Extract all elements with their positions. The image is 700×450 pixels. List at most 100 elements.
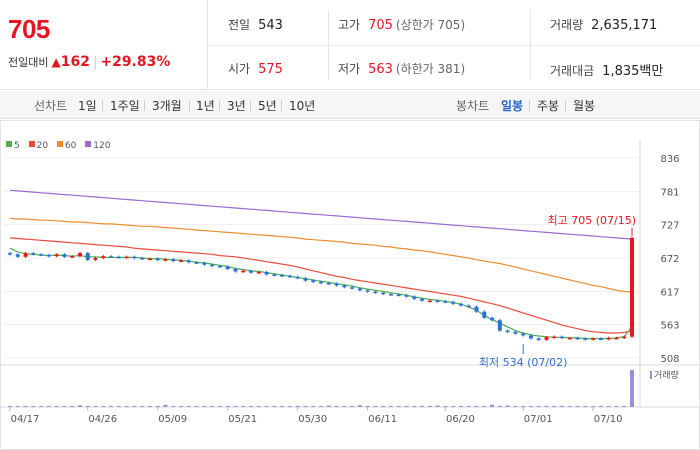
- candle-body: [567, 337, 572, 340]
- candle-body: [528, 335, 533, 339]
- y-tick-label: 727: [660, 220, 679, 231]
- candle-body: [513, 331, 518, 334]
- volume-bar: [552, 406, 557, 407]
- candle-body: [31, 253, 36, 255]
- divider: [529, 100, 530, 111]
- volume-bar: [109, 406, 114, 407]
- change-label: 전일대비: [8, 56, 49, 69]
- volume-bar: [217, 406, 222, 407]
- volume-label: 거래량: [654, 369, 679, 381]
- candle-monthly[interactable]: 월봉: [573, 99, 596, 113]
- candle-daily[interactable]: 일봉: [501, 99, 524, 113]
- candle-body: [256, 272, 261, 274]
- y-tick-label: 672: [660, 254, 679, 265]
- candle-body: [326, 283, 331, 285]
- ma120-line: [9, 189, 633, 240]
- candle-body: [420, 298, 425, 301]
- candle-body: [8, 253, 12, 255]
- volume-bar: [521, 406, 526, 407]
- candle-body: [427, 300, 432, 303]
- candle-body: [334, 283, 339, 286]
- candle-body: [186, 260, 191, 263]
- candle-body: [77, 253, 82, 257]
- chart-toolbar: 선차트 1일 1주일 3개월 1년 3년 5년 10년 봉차트 일봉 주봉 월봉: [0, 91, 700, 119]
- volume-bar: [303, 406, 308, 407]
- candle-body: [147, 258, 152, 261]
- candle-body: [451, 301, 456, 304]
- volume-bar: [311, 406, 316, 407]
- volume-bar: [23, 406, 28, 407]
- volume-bar: [210, 406, 215, 407]
- volume-bar: [186, 406, 191, 407]
- legend-label: 120: [93, 141, 111, 151]
- volume-bar: [124, 406, 129, 407]
- volume-bar: [8, 406, 12, 407]
- candle-weekly[interactable]: 주봉: [537, 99, 560, 113]
- candle-body: [560, 336, 565, 339]
- divider: [102, 100, 103, 111]
- volume-bar: [427, 406, 432, 407]
- candle-body: [93, 258, 98, 260]
- candle-body: [15, 254, 20, 257]
- volume-bar: [560, 405, 565, 407]
- period-1w[interactable]: 1주일: [110, 99, 140, 113]
- candle-body: [412, 296, 417, 299]
- volume-bar: [388, 406, 393, 407]
- period-10y[interactable]: 10년: [289, 99, 316, 113]
- candle-body: [357, 288, 362, 291]
- volume-bar: [575, 406, 580, 407]
- volume-bar: [15, 406, 20, 407]
- candle-body: [614, 337, 619, 340]
- period-5y[interactable]: 5년: [258, 99, 277, 113]
- candle-body: [155, 258, 160, 261]
- candle-body: [474, 306, 479, 312]
- candle-body: [544, 337, 549, 340]
- period-3m[interactable]: 3개월: [152, 99, 182, 113]
- candle-body: [85, 253, 90, 260]
- candle-body: [124, 256, 129, 259]
- volume-bar: [513, 406, 518, 407]
- up-arrow-icon: ▲: [51, 55, 61, 69]
- volume-bar: [334, 406, 339, 407]
- period-1y[interactable]: 1년: [196, 99, 215, 113]
- x-tick-label: 06/20: [446, 414, 475, 425]
- volume-bar: [412, 406, 417, 407]
- candle-body: [521, 333, 526, 336]
- volume-bar: [342, 406, 347, 407]
- volume-bar: [443, 406, 448, 407]
- volume-bar: [163, 404, 168, 407]
- period-1d[interactable]: 1일: [78, 99, 97, 113]
- candle-body: [458, 303, 463, 306]
- change-percent: +29.83%: [100, 54, 171, 70]
- low-annotation: 최저 534 (07/02): [479, 356, 568, 369]
- candle-body: [70, 256, 75, 258]
- candle-body: [280, 275, 285, 277]
- y-tick-label: 508: [660, 354, 679, 365]
- x-tick-label: 05/09: [158, 414, 187, 425]
- divider: [328, 10, 329, 80]
- period-3y[interactable]: 3년: [227, 99, 246, 113]
- legend-label: 60: [64, 141, 77, 151]
- stock-chart[interactable]: 836 781 727 672 617 563 508 04/17 04/26 05/09 05/2…: [0, 120, 700, 450]
- volume-bar: [202, 406, 207, 407]
- candle-body: [210, 264, 215, 267]
- x-tick-label: 04/26: [88, 414, 117, 425]
- candle-body: [466, 305, 471, 308]
- line-chart-label: 선차트: [34, 99, 68, 113]
- volume-bar: [256, 406, 261, 407]
- quote-summary: 705 전일대비 ▲162 | +29.83%: [0, 0, 208, 90]
- candle-body: [264, 272, 269, 275]
- volume-bar: [497, 405, 502, 407]
- volume-bar: [319, 406, 323, 407]
- divider: |: [92, 55, 98, 70]
- volume-bar: [46, 405, 51, 407]
- stat-value: 563: [368, 62, 393, 77]
- stat-label: 거래대금: [550, 64, 595, 78]
- stat-sub: (상한가 705): [395, 18, 466, 32]
- volume-bar: [194, 406, 199, 407]
- candle-body: [622, 336, 627, 339]
- stat-unit: 백만: [639, 64, 664, 79]
- volume-bar: [396, 406, 401, 407]
- volume-bar: [39, 406, 44, 407]
- x-tick-label: 05/30: [298, 414, 327, 425]
